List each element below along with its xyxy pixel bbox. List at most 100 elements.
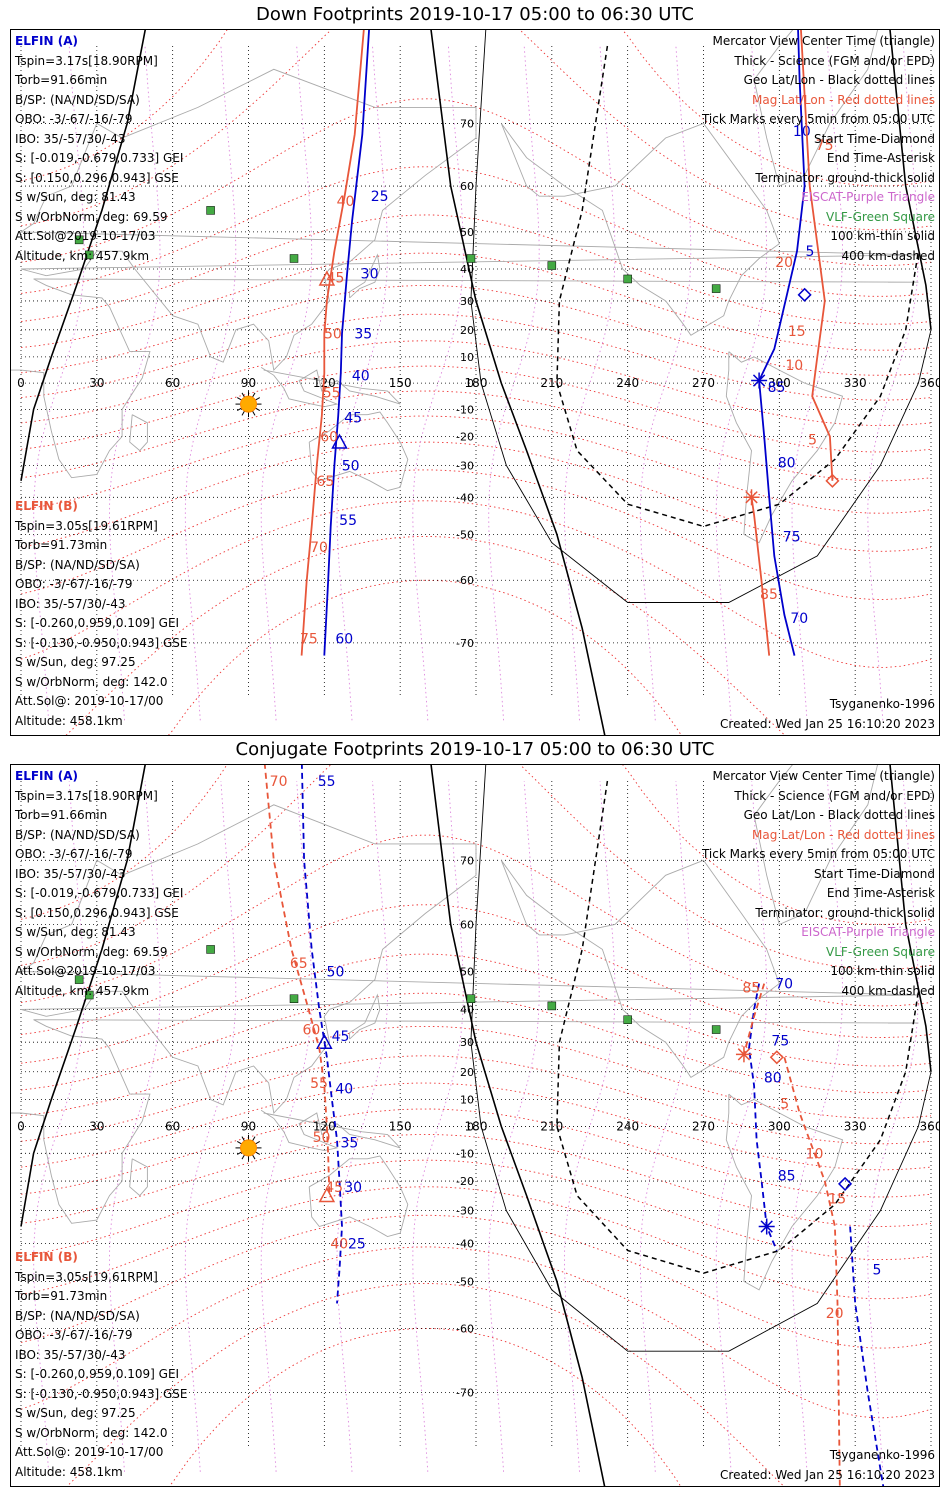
site-markers (74, 945, 721, 1161)
legend-item: Terminator: ground-thick solid (755, 170, 935, 185)
mag-lat-line (20, 500, 932, 668)
mag-lat-line (20, 1214, 932, 1349)
legend-item: Thick - Science (FGM and/or EPD) (734, 53, 935, 68)
site-markers (74, 206, 721, 418)
terminator (20, 30, 932, 735)
coastline (129, 1158, 148, 1197)
lat-tick-label: 50 (460, 965, 474, 978)
mag-lat-line (20, 1159, 932, 1261)
coastline (500, 122, 780, 336)
lat-tick-label: 30 (460, 1036, 474, 1049)
info-line: S w/OrbNorm, deg: 142.0 (15, 1425, 168, 1440)
footprint-tracks: 5550454035302570758085570656055504540855… (263, 765, 885, 1486)
lon-tick-label: 300 (768, 1119, 791, 1133)
sun-ray (236, 1151, 242, 1155)
info-line: S w/OrbNorm, deg: 69.59 (15, 209, 168, 224)
lat-tick-label: -30 (456, 459, 474, 472)
info-line: Tspin=3.17s[18.90RPM] (15, 53, 158, 68)
legend-item: Mercator View Center Time (triangle) (712, 769, 935, 783)
lat-tick-label: 10 (460, 1094, 474, 1107)
tick-label: 40 (330, 1236, 348, 1252)
lat-tick-label: -20 (456, 1175, 474, 1188)
info-line: IBO: 35/-57/30/-43 (15, 131, 126, 146)
legend: Mercator View Center Time (triangle) Thic… (702, 767, 935, 1001)
info-line: Altitude: 458.1km (15, 1464, 123, 1479)
lon-tick-label: 210 (540, 1119, 563, 1133)
tick-label: 30 (344, 1180, 362, 1196)
info-line: OBO: -3/-67/-16/-79 (15, 112, 133, 126)
lat-tick-label: 70 (460, 854, 474, 867)
vlf-square (74, 235, 84, 245)
vlf-square (466, 254, 476, 263)
sun-ray (236, 397, 242, 401)
coastline (260, 1109, 401, 1152)
tick-label: 75 (771, 1034, 789, 1050)
footprint-track (783, 1057, 841, 1486)
range-100km (470, 765, 932, 1352)
mag-lat-line (20, 390, 932, 482)
mag-lat-line (66, 1283, 785, 1486)
start-diamond (837, 1176, 853, 1191)
tick-label: 10 (785, 358, 803, 374)
mag-lat-line (20, 1134, 932, 1227)
axis-labels: 0 30 60 90 120 150 180 210 240 270 300 330 360706050… (17, 854, 939, 1399)
sun-ray (252, 410, 256, 416)
vlf-square (289, 994, 299, 1003)
tick-label: 75 (300, 631, 318, 647)
coastline (19, 804, 919, 1114)
tick-label: 55 (310, 1076, 328, 1092)
vlf-square (206, 945, 215, 954)
coastline (500, 859, 780, 1079)
coastline (11, 1019, 919, 1224)
coastline (725, 1093, 844, 1291)
vlf-square (547, 261, 557, 270)
legend-item: VLF-Green Square (826, 209, 935, 224)
tick-label: 40 (335, 1082, 353, 1098)
terminator-line (20, 30, 147, 481)
tick-label: 75 (816, 138, 834, 154)
terminator-line (889, 30, 932, 330)
lat-tick-label: 0 (467, 377, 474, 390)
lat-tick-label: -10 (456, 1147, 474, 1160)
mag-lon-line (184, 780, 237, 1472)
coastline (308, 1155, 409, 1237)
mag-lat-line (20, 285, 932, 376)
info-line: Torb=91.66min (15, 73, 108, 87)
lon-tick-label: 330 (844, 376, 867, 390)
legend-item: Mercator View Center Time (triangle) (712, 34, 935, 48)
lon-tick-label: 120 (313, 1119, 336, 1133)
mag-lon-line (412, 780, 464, 1472)
legend-item: Mag Lat/Lon - Red dotted lines (751, 92, 935, 107)
coastline (753, 765, 878, 925)
start-diamond (825, 473, 840, 488)
created-label: Created: Wed Jan 25 16:10:20 2023 (720, 1468, 935, 1482)
tick-label: 50 (342, 458, 360, 474)
info-line: S w/Sun, deg: 81.43 (15, 925, 136, 939)
legend-item: Terminator: ground-thick solid (755, 905, 935, 920)
info-line: Altitude: 458.1km (15, 713, 123, 728)
tick-label: 60 (320, 429, 338, 445)
coastline (129, 414, 148, 452)
lat-tick-label: 0 (467, 1120, 474, 1133)
info-line: Tspin=3.05s[19.61RPM] (15, 518, 158, 533)
tick-label: 25 (348, 1236, 366, 1252)
mag-lat-line (20, 992, 932, 1094)
mag-lon-line (260, 780, 313, 1472)
vlf-square (623, 1015, 632, 1024)
legend-item: Tick Marks every 5min from 05:00 UTC (701, 847, 935, 861)
lat-tick-label: 40 (460, 1003, 474, 1016)
legend-item: Tick Marks every 5min from 05:00 UTC (701, 112, 935, 126)
info-line: S w/OrbNorm, deg: 69.59 (15, 944, 168, 959)
tick-label: 55 (323, 385, 341, 401)
tick-label: 55 (318, 774, 336, 790)
tick-label: 60 (303, 1023, 321, 1039)
sun-ray (255, 407, 261, 412)
coastline (308, 411, 409, 492)
legend-item: Start Time-Diamond (813, 131, 935, 146)
continents (11, 30, 919, 544)
tick-label: 20 (775, 255, 793, 271)
lat-tick-label: -50 (456, 1275, 474, 1288)
mag-lat-line (20, 904, 932, 1038)
end-asterisk (760, 1220, 773, 1233)
lat-tick-label: 10 (460, 351, 474, 364)
